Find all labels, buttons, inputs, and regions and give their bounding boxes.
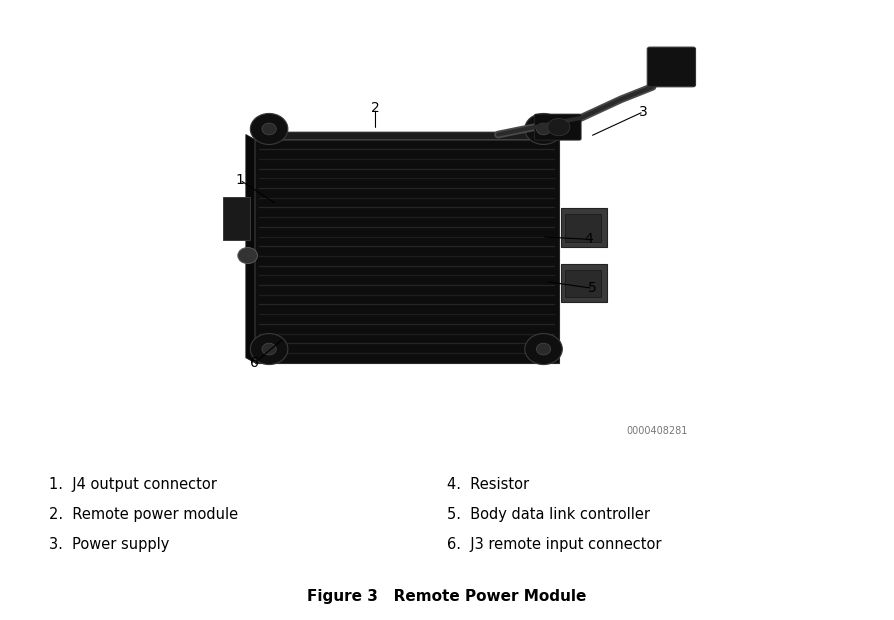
Bar: [565, 270, 601, 298]
Ellipse shape: [262, 123, 276, 135]
Text: 4.  Resistor: 4. Resistor: [447, 477, 529, 492]
FancyBboxPatch shape: [647, 47, 696, 87]
Text: 5.  Body data link controller: 5. Body data link controller: [447, 507, 650, 522]
Text: 3: 3: [639, 105, 648, 118]
Bar: [224, 197, 250, 240]
Text: 5: 5: [588, 281, 597, 295]
FancyBboxPatch shape: [535, 114, 581, 140]
Ellipse shape: [262, 343, 276, 355]
Text: 1: 1: [235, 173, 244, 187]
Bar: [565, 215, 601, 242]
Text: 6: 6: [250, 356, 259, 370]
Text: 1.  J4 output connector: 1. J4 output connector: [49, 477, 217, 492]
Bar: [255, 140, 559, 363]
Polygon shape: [255, 132, 566, 140]
Ellipse shape: [250, 113, 288, 144]
Ellipse shape: [536, 123, 551, 135]
Ellipse shape: [525, 334, 562, 365]
Bar: [561, 264, 607, 303]
Ellipse shape: [238, 247, 257, 264]
Text: 3.  Power supply: 3. Power supply: [49, 537, 170, 552]
Ellipse shape: [525, 113, 562, 144]
Text: 2: 2: [371, 102, 380, 115]
Text: 4: 4: [584, 232, 593, 246]
Text: 0000408281: 0000408281: [627, 426, 687, 436]
Text: 6.  J3 remote input connector: 6. J3 remote input connector: [447, 537, 662, 552]
Bar: [561, 208, 607, 247]
Text: Figure 3   Remote Power Module: Figure 3 Remote Power Module: [308, 589, 586, 604]
Ellipse shape: [536, 343, 551, 355]
Text: 2.  Remote power module: 2. Remote power module: [49, 507, 239, 522]
Ellipse shape: [250, 334, 288, 365]
Ellipse shape: [547, 118, 570, 136]
Polygon shape: [246, 135, 255, 363]
